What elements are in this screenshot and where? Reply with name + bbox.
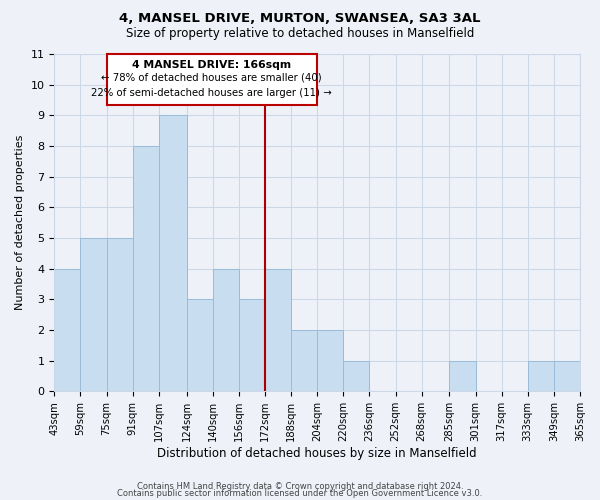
Bar — [291, 330, 317, 392]
Bar — [159, 116, 187, 392]
X-axis label: Distribution of detached houses by size in Manselfield: Distribution of detached houses by size … — [157, 447, 477, 460]
Y-axis label: Number of detached properties: Number of detached properties — [15, 135, 25, 310]
Bar — [133, 146, 159, 392]
Text: 22% of semi-detached houses are larger (11) →: 22% of semi-detached houses are larger (… — [91, 88, 332, 98]
Bar — [187, 300, 212, 392]
Bar — [449, 360, 476, 392]
Text: Size of property relative to detached houses in Manselfield: Size of property relative to detached ho… — [126, 28, 474, 40]
Bar — [80, 238, 107, 392]
Bar — [54, 268, 80, 392]
Bar — [265, 268, 291, 392]
Bar — [343, 360, 370, 392]
Bar — [212, 268, 239, 392]
Bar — [528, 360, 554, 392]
Text: Contains HM Land Registry data © Crown copyright and database right 2024.: Contains HM Land Registry data © Crown c… — [137, 482, 463, 491]
FancyBboxPatch shape — [107, 54, 317, 104]
Bar — [107, 238, 133, 392]
Text: Contains public sector information licensed under the Open Government Licence v3: Contains public sector information licen… — [118, 490, 482, 498]
Bar — [317, 330, 343, 392]
Bar — [239, 300, 265, 392]
Text: 4, MANSEL DRIVE, MURTON, SWANSEA, SA3 3AL: 4, MANSEL DRIVE, MURTON, SWANSEA, SA3 3A… — [119, 12, 481, 26]
Text: ← 78% of detached houses are smaller (40): ← 78% of detached houses are smaller (40… — [101, 72, 322, 83]
Text: 4 MANSEL DRIVE: 166sqm: 4 MANSEL DRIVE: 166sqm — [132, 60, 292, 70]
Bar — [554, 360, 580, 392]
